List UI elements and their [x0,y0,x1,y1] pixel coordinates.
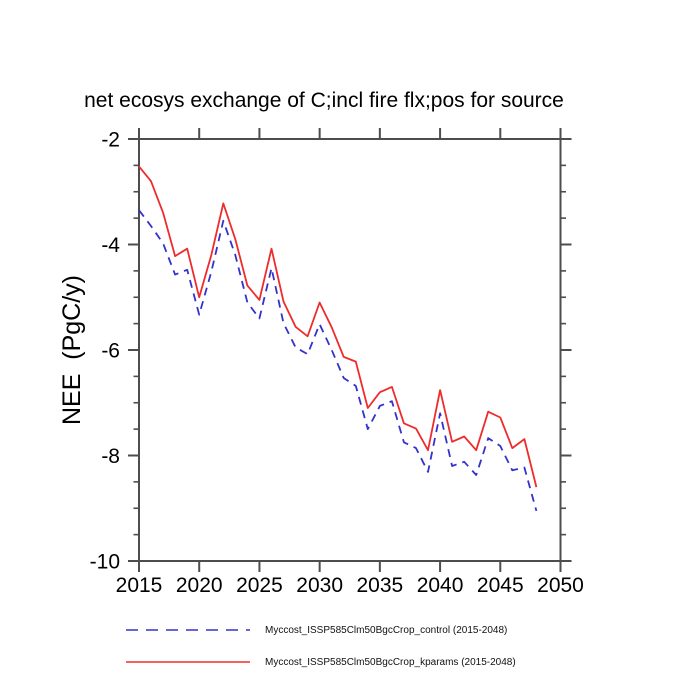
legend-item-control: Myccost_ISSP585Clm50BgcCrop_control (201… [126,622,507,638]
legend-item-kparams: Myccost_ISSP585Clm50BgcCrop_kparams (201… [126,654,516,670]
plot-frame [138,138,562,562]
chart-title: net ecosys exchange of C;incl fire flx;p… [84,89,564,112]
x-tick-label: 2050 [537,574,584,597]
legend-line-control-icon [126,629,250,631]
y-tick-label: -6 [101,340,120,363]
legend-label-kparams: Myccost_ISSP585Clm50BgcCrop_kparams (201… [265,656,516,668]
y-tick-label: -4 [101,234,120,257]
x-tick-label: 2040 [417,574,464,597]
series-line-kparams [138,165,538,488]
x-tick-label: 2045 [477,574,524,597]
x-tick-label: 2030 [296,574,343,597]
legend-label-control: Myccost_ISSP585Clm50BgcCrop_control (201… [265,624,508,636]
x-tick-label: 2035 [356,574,403,597]
series-line-control [138,209,538,512]
y-tick-label: -2 [101,129,120,152]
x-tick-label: 2025 [236,574,283,597]
x-tick-label: 2015 [116,574,163,597]
legend-line-kparams-icon [126,661,250,663]
y-tick-label: -8 [101,445,120,468]
x-tick-label: 2020 [176,574,223,597]
y-tick-label: -10 [90,551,120,574]
